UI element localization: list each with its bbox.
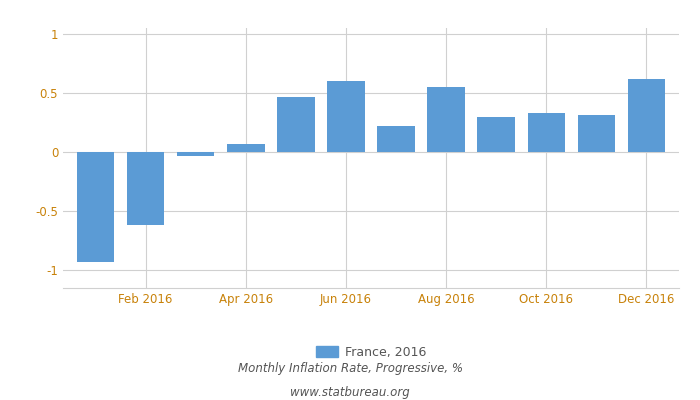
Bar [377, 126, 415, 152]
Text: www.statbureau.org: www.statbureau.org [290, 386, 410, 399]
Bar [127, 152, 164, 225]
Legend: France, 2016: France, 2016 [311, 341, 431, 364]
Bar [427, 87, 465, 152]
Text: Monthly Inflation Rate, Progressive, %: Monthly Inflation Rate, Progressive, % [237, 362, 463, 375]
Bar [77, 152, 114, 262]
Bar [227, 144, 265, 152]
Bar [177, 152, 214, 156]
Bar [327, 81, 365, 152]
Bar [277, 96, 315, 152]
Bar [477, 117, 515, 152]
Bar [628, 79, 665, 152]
Bar [578, 116, 615, 152]
Bar [528, 113, 565, 152]
